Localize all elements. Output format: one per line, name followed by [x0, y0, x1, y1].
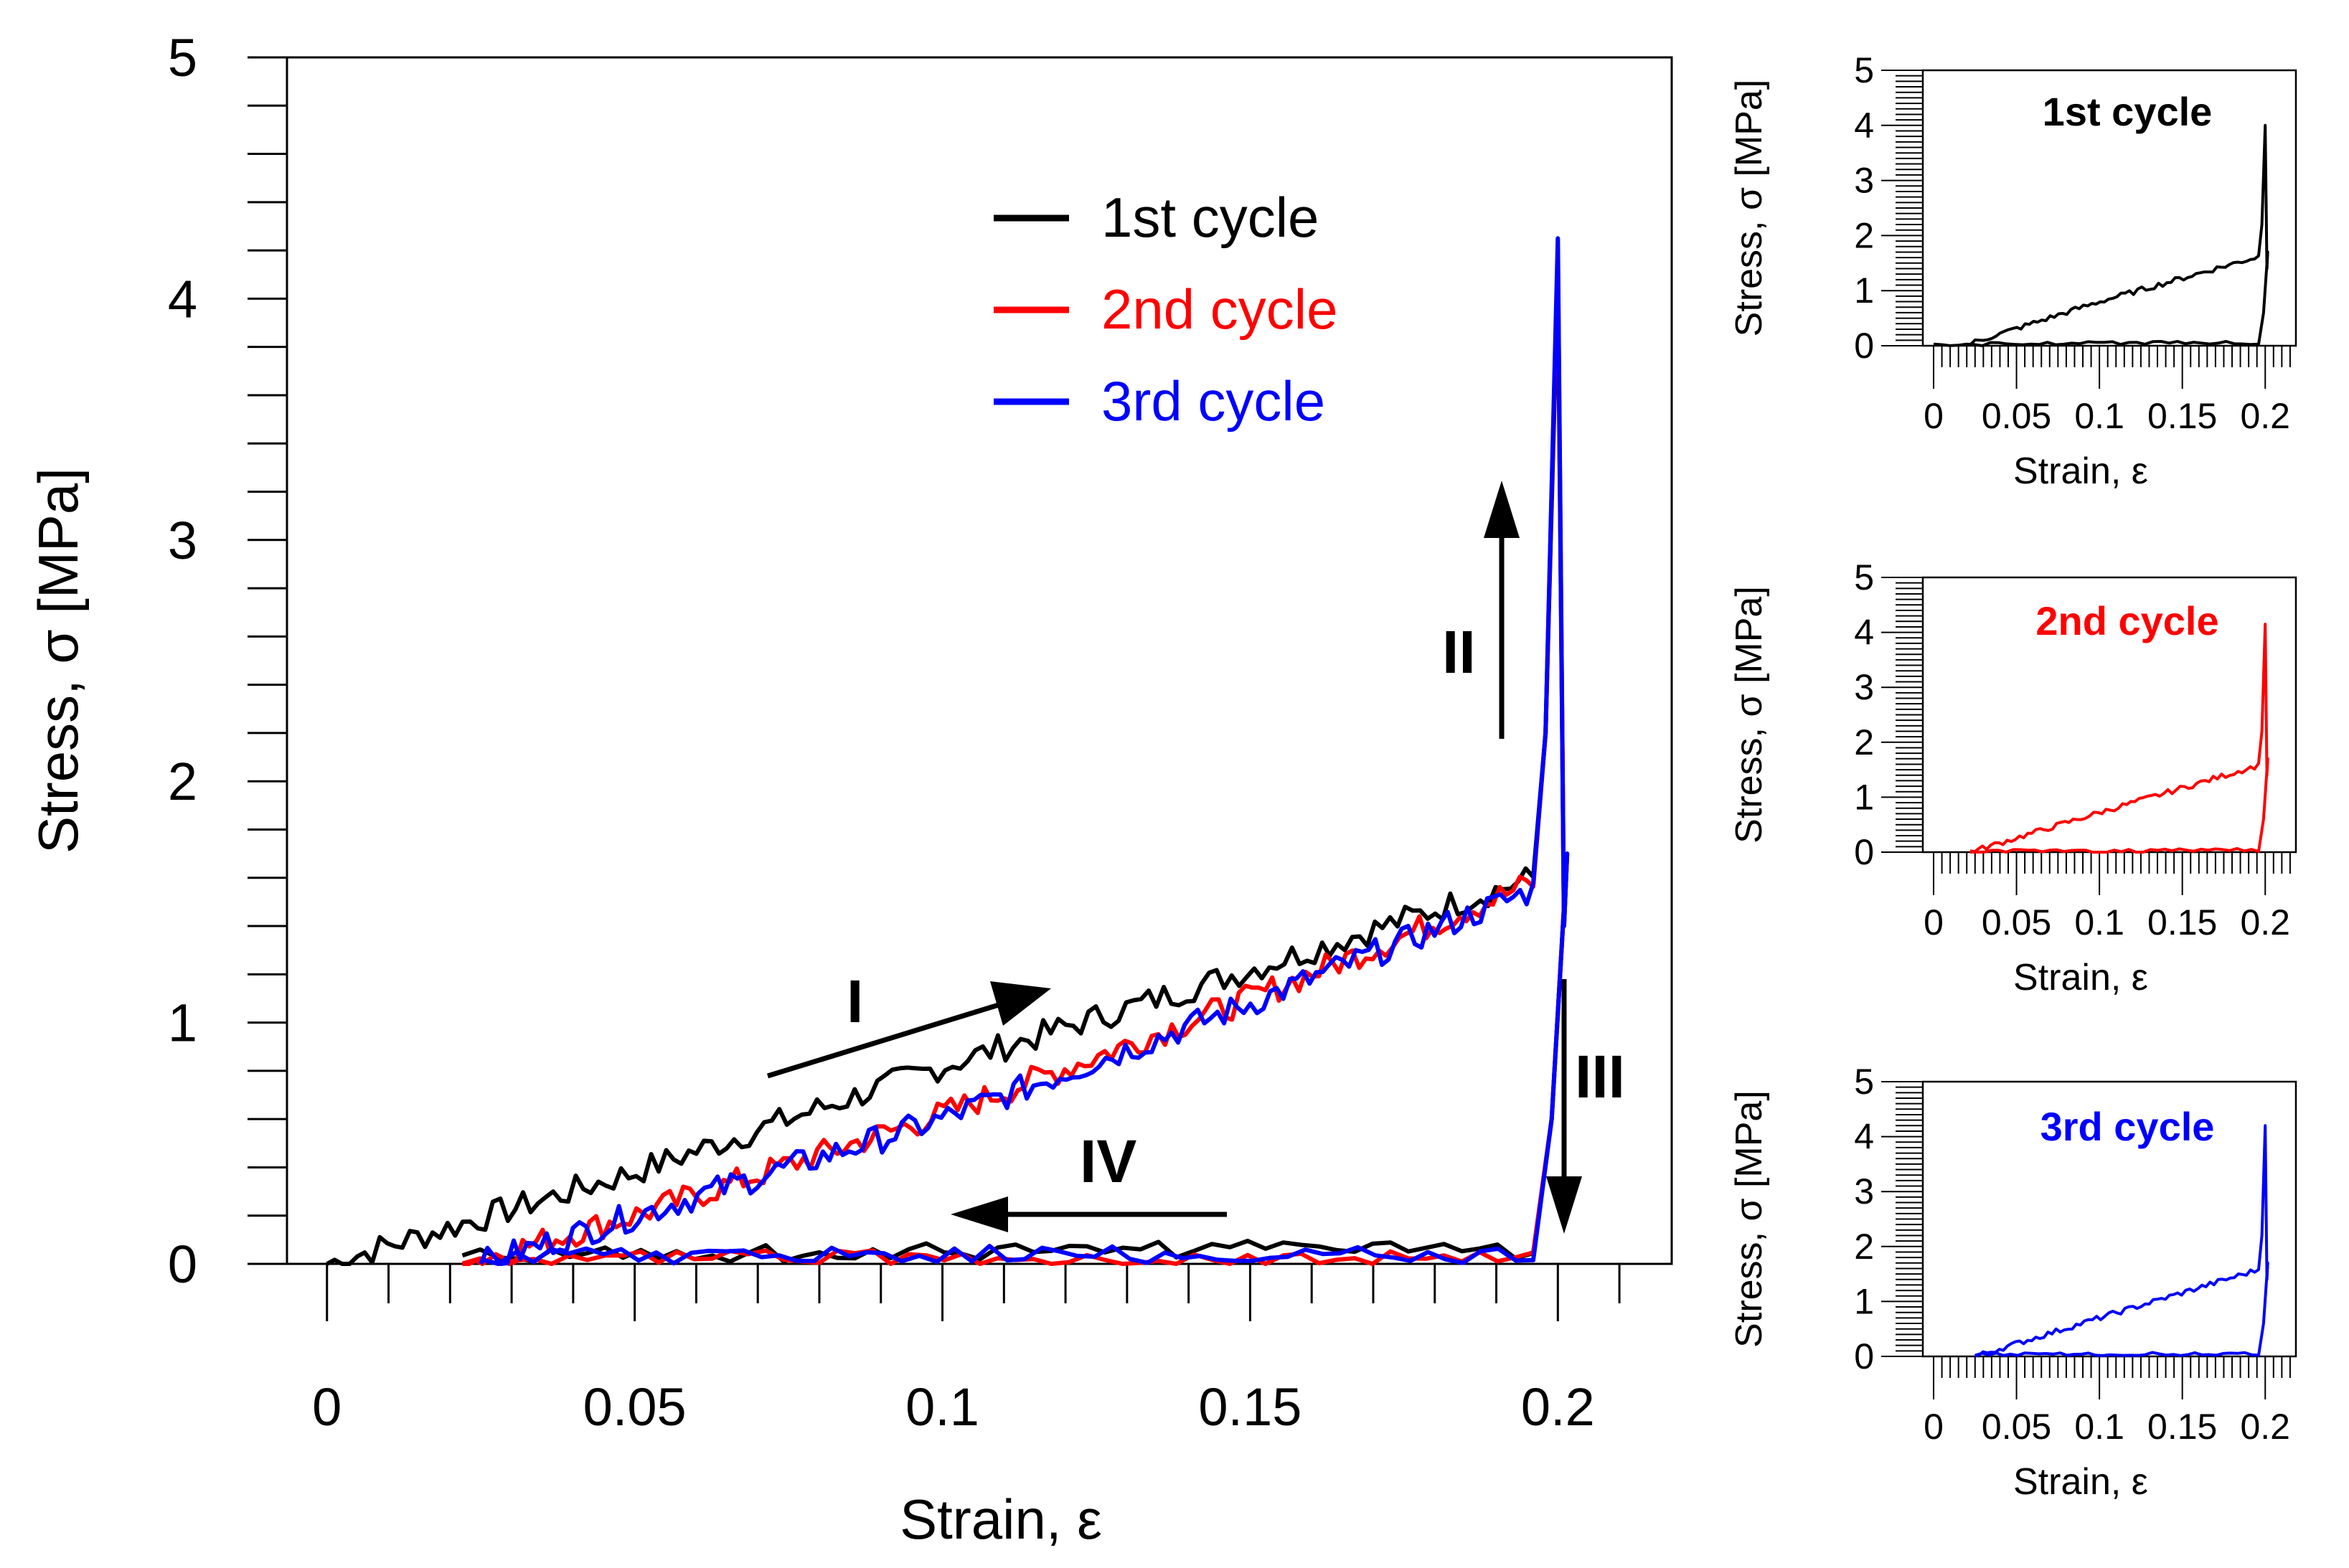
stage-1-label: I — [847, 968, 863, 1035]
y-tick-label: 3 — [1854, 1171, 1874, 1212]
x-tick-label: 0.05 — [1982, 902, 2051, 943]
small-ticks — [1881, 1081, 2291, 1399]
series-line-3rd-cycle — [1974, 1124, 2269, 1358]
y-tick-label: 3 — [1854, 161, 1874, 201]
series-line-1st-cycle — [1933, 123, 2269, 347]
y-tick-label: 2 — [168, 752, 197, 811]
y-tick-label: 2 — [1854, 1227, 1874, 1267]
legend-label-2nd-cycle: 2nd cycle — [1101, 278, 1338, 341]
small-x-axis-title: Strain, ε — [2013, 1461, 2148, 1503]
x-tick-label: 0.2 — [1521, 1377, 1595, 1437]
y-tick-label: 5 — [168, 28, 197, 88]
main-x-axis-title: Strain, ε — [900, 1488, 1102, 1551]
x-tick-label: 0.15 — [2147, 1407, 2217, 1447]
x-tick-label: 0.1 — [2074, 902, 2124, 943]
main-y-axis-title: Stress, σ [MPa] — [27, 468, 90, 854]
stage-1-arrowhead — [990, 981, 1051, 1026]
y-tick-label: 0 — [1854, 1336, 1874, 1376]
x-tick-label: 0.15 — [2147, 902, 2217, 943]
y-tick-label: 4 — [1854, 105, 1874, 146]
small-x-axis-title: Strain, ε — [2013, 957, 2148, 998]
small-chart-3rd-cycle: 3rd cycle Strain, ε Stress, σ [MPa] 0 1 2 3… — [1728, 1062, 2297, 1503]
small-ticks — [1881, 577, 2291, 895]
main-series — [326, 236, 1570, 1266]
legend-label-3rd-cycle: 3rd cycle — [1101, 369, 1325, 433]
y-tick-label: 1 — [1854, 1281, 1874, 1321]
y-tick-label: 3 — [1854, 667, 1874, 707]
small-y-axis-title: Stress, σ [MPa] — [1728, 80, 1770, 337]
small-chart-1st-cycle: 1st cycle Strain, ε Stress, σ [MPa] 0 1 2 3… — [1728, 50, 2297, 492]
y-tick-label: 3 — [168, 511, 197, 570]
x-tick-label: 0.2 — [2240, 396, 2290, 436]
series-line-1st-cycle — [326, 272, 1570, 1266]
small-x-axis-title: Strain, ε — [2013, 450, 2148, 492]
stage-annotations: I II III IV — [766, 481, 1625, 1234]
x-tick-label: 0.05 — [1982, 396, 2051, 436]
legend: 1st cycle 2nd cycle 3rd cycle — [994, 186, 1338, 433]
x-tick-label: 0.2 — [2240, 1407, 2290, 1447]
y-tick-label: 2 — [1854, 722, 1874, 762]
x-tick-label: 0.15 — [2147, 396, 2217, 436]
small-tick-labels: 0 1 2 3 4 5 0 0.05 0.1 0.15 0.2 — [1854, 1062, 2290, 1447]
small-y-axis-title: Stress, σ [MPa] — [1728, 586, 1770, 844]
small-chart-title: 3rd cycle — [2040, 1104, 2215, 1149]
small-y-axis-title: Stress, σ [MPa] — [1728, 1090, 1770, 1348]
small-series — [1933, 123, 2269, 347]
y-tick-label: 4 — [1854, 613, 1874, 653]
x-tick-label: 0 — [1924, 396, 1944, 436]
y-tick-label: 4 — [1854, 1117, 1874, 1157]
y-tick-label: 0 — [1854, 832, 1874, 872]
series-line-3rd-cycle — [479, 236, 1570, 1266]
small-chart-2nd-cycle: 2nd cycle Strain, ε Stress, σ [MPa] 0 1 2 3… — [1728, 557, 2297, 998]
small-chart-title: 1st cycle — [2043, 89, 2213, 134]
x-tick-label: 0.05 — [583, 1377, 687, 1437]
main-ticks — [248, 56, 1621, 1321]
x-tick-label: 0.2 — [2240, 902, 2290, 943]
series-line-2nd-cycle — [1969, 623, 2269, 854]
small-chart-title: 2nd cycle — [2035, 598, 2218, 643]
stage-4-label: IV — [1080, 1128, 1136, 1195]
y-tick-label: 0 — [168, 1234, 197, 1294]
y-tick-label: 5 — [1854, 557, 1874, 598]
x-tick-label: 0.15 — [1198, 1377, 1301, 1437]
stage-2-label: II — [1442, 618, 1476, 686]
y-tick-label: 0 — [1854, 326, 1874, 366]
small-ticks — [1881, 70, 2291, 389]
small-tick-labels: 0 1 2 3 4 5 0 0.05 0.1 0.15 0.2 — [1854, 557, 2290, 943]
stage-4-arrowhead — [951, 1196, 1008, 1232]
stage-2-arrowhead — [1484, 481, 1520, 538]
series-line-2nd-cycle — [461, 248, 1570, 1266]
stage-3-label: III — [1575, 1043, 1625, 1110]
legend-label-1st-cycle: 1st cycle — [1101, 186, 1319, 249]
y-tick-label: 2 — [1854, 215, 1874, 255]
small-series — [1969, 623, 2269, 854]
x-tick-label: 0.1 — [905, 1377, 979, 1437]
x-tick-label: 0.1 — [2074, 1407, 2124, 1447]
x-tick-label: 0.05 — [1982, 1407, 2051, 1447]
y-tick-label: 4 — [168, 269, 197, 329]
y-tick-label: 5 — [1854, 1062, 1874, 1102]
x-tick-label: 0.1 — [2074, 396, 2124, 436]
stage-3-arrowhead — [1546, 1176, 1582, 1234]
stage-1-arrow — [766, 1001, 1002, 1079]
y-tick-label: 1 — [168, 993, 197, 1053]
x-tick-label: 0 — [1924, 1407, 1944, 1447]
x-tick-label: 0 — [1924, 902, 1944, 943]
y-tick-label: 5 — [1854, 50, 1874, 90]
main-chart: 0 1 2 3 4 5 0 0.05 0.1 0.15 0.2 Strain, ε Stress, … — [27, 28, 1673, 1551]
main-tick-labels: 0 1 2 3 4 5 0 0.05 0.1 0.15 0.2 — [168, 28, 1595, 1437]
small-tick-labels: 0 1 2 3 4 5 0 0.05 0.1 0.15 0.2 — [1854, 50, 2290, 436]
y-tick-label: 1 — [1854, 270, 1874, 311]
small-series — [1974, 1124, 2269, 1358]
x-tick-label: 0 — [312, 1377, 342, 1437]
y-tick-label: 1 — [1854, 777, 1874, 817]
